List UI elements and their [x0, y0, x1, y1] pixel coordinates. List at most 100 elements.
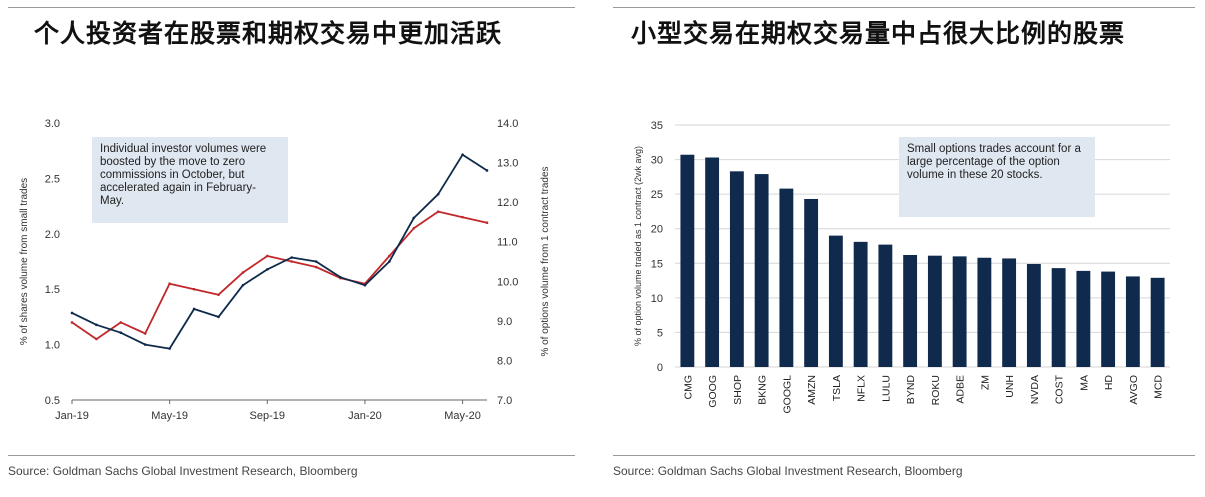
x-tick-label: AVGO — [1128, 375, 1140, 405]
x-tick-label: Jan-19 — [55, 410, 89, 422]
bar — [903, 254, 918, 367]
options-point — [388, 260, 391, 263]
bar — [1002, 258, 1017, 367]
shares-point — [168, 282, 171, 285]
x-tick-label: May-19 — [151, 410, 188, 422]
left-panel: 个人投资者在股票和期权交易中更加活跃 3.0 2.5 2.0 1.5 1.0 0.5 14.… — [0, 0, 585, 497]
bar — [1026, 263, 1041, 367]
bar — [705, 157, 720, 367]
bar-chart-annotation: Small options trades account for a large… — [899, 137, 1095, 217]
options-point — [339, 276, 342, 279]
x-tick-label: BKNG — [757, 375, 769, 405]
bar — [977, 257, 992, 367]
right-panel: 小型交易在期权交易量中占很大比例的股票 35 30 25 20 15 10 5 0 CMG GOO… — [605, 0, 1205, 497]
shares-point — [265, 254, 269, 258]
y-tick-label: 0 — [657, 362, 663, 374]
bar — [754, 174, 769, 367]
x-tick-label: AMZN — [806, 375, 818, 405]
x-tick-label: MCD — [1153, 375, 1165, 399]
x-tick-label: ADBE — [955, 375, 967, 404]
x-tick-label: COST — [1054, 374, 1066, 404]
left-chart-title: 个人投资者在股票和期权交易中更加活跃 — [34, 19, 503, 48]
options-point — [192, 307, 196, 311]
y2-axis-label: % of options volume from 1 contract trad… — [540, 166, 551, 356]
options-point — [119, 331, 123, 335]
options-point — [95, 323, 98, 327]
bar — [853, 241, 868, 367]
x-tick-label: ZM — [979, 375, 991, 390]
options-point — [436, 192, 440, 196]
right-chart-title: 小型交易在期权交易量中占很大比例的股票 — [631, 19, 1126, 48]
shares-point — [412, 226, 416, 230]
y2-tick-label: 10.0 — [497, 276, 518, 288]
bar — [927, 255, 942, 367]
line-chart: 3.0 2.5 2.0 1.5 1.0 0.5 14.0 13.0 12.0 11.0 10.0 9.… — [19, 118, 551, 422]
options-series-line — [71, 153, 488, 350]
options-point — [461, 153, 464, 156]
x-tick-label: UNH — [1004, 375, 1016, 398]
bar — [1101, 271, 1116, 367]
y-tick-label: 30 — [651, 155, 663, 167]
x-tick-label: GOOG — [707, 375, 719, 408]
y-tick-label: 1.5 — [45, 284, 60, 296]
y-tick-label: 20 — [651, 224, 663, 236]
right-source: Source: Goldman Sachs Global Investment … — [613, 464, 963, 478]
y2-tick-label: 11.0 — [497, 237, 518, 249]
x-tick-label: TSLA — [831, 375, 843, 401]
bar — [1125, 276, 1140, 367]
x-tick-label: May-20 — [444, 410, 481, 422]
options-point — [168, 347, 171, 350]
x-tick-label: MA — [1078, 375, 1090, 391]
options-point — [485, 169, 489, 172]
y-axis-label: % of option volume traded as 1 contract … — [633, 146, 643, 346]
bar — [878, 244, 893, 367]
shares-point — [192, 287, 196, 291]
bar — [804, 198, 819, 367]
y2-tick-label: 7.0 — [497, 395, 512, 407]
x-tick-label: SHOP — [732, 375, 744, 405]
shares-point — [70, 321, 74, 324]
y-tick-label: 3.0 — [45, 118, 60, 130]
shares-point — [461, 215, 464, 219]
y-tick-label: 2.0 — [45, 229, 60, 241]
options-point — [363, 283, 367, 287]
line-chart-annotation: Individual investor volumes were boosted… — [92, 137, 288, 223]
shares-series-line — [71, 210, 488, 341]
bar — [680, 154, 695, 367]
y2-tick-label: 9.0 — [497, 316, 512, 328]
x-tick-label: LULU — [880, 375, 892, 402]
bottom-rule — [8, 455, 575, 456]
bar — [1051, 268, 1066, 367]
options-point — [241, 283, 245, 287]
x-tick-label: ROKU — [930, 375, 942, 405]
bottom-rule — [613, 455, 1195, 456]
y2-tick-label: 8.0 — [497, 355, 512, 367]
options-point — [70, 311, 74, 315]
bar — [1076, 270, 1091, 367]
shares-point — [388, 254, 391, 258]
y2-tick-label: 14.0 — [497, 118, 518, 130]
shares-point — [95, 337, 98, 341]
bar — [779, 188, 794, 367]
options-point — [412, 216, 416, 220]
y-tick-label: 25 — [651, 189, 663, 201]
y-tick-label: 5 — [657, 327, 663, 339]
x-tick-label: HD — [1103, 375, 1115, 391]
options-point — [217, 315, 220, 319]
y-tick-label: 2.5 — [45, 173, 60, 185]
x-tick-label: Jan-20 — [348, 410, 382, 422]
y2-tick-label: 12.0 — [497, 197, 518, 209]
bar — [952, 256, 967, 367]
y-tick-label: 10 — [651, 293, 663, 305]
y-tick-label: 35 — [651, 120, 663, 132]
options-point — [314, 260, 318, 263]
bar — [1150, 277, 1165, 367]
shares-point — [485, 221, 489, 225]
left-source: Source: Goldman Sachs Global Investment … — [8, 464, 358, 478]
x-tick-label: NVDA — [1029, 375, 1041, 404]
y-tick-label: 0.5 — [45, 395, 60, 407]
shares-point — [143, 332, 147, 335]
shares-point — [241, 271, 245, 274]
shares-point — [314, 265, 318, 269]
options-point — [143, 343, 147, 346]
